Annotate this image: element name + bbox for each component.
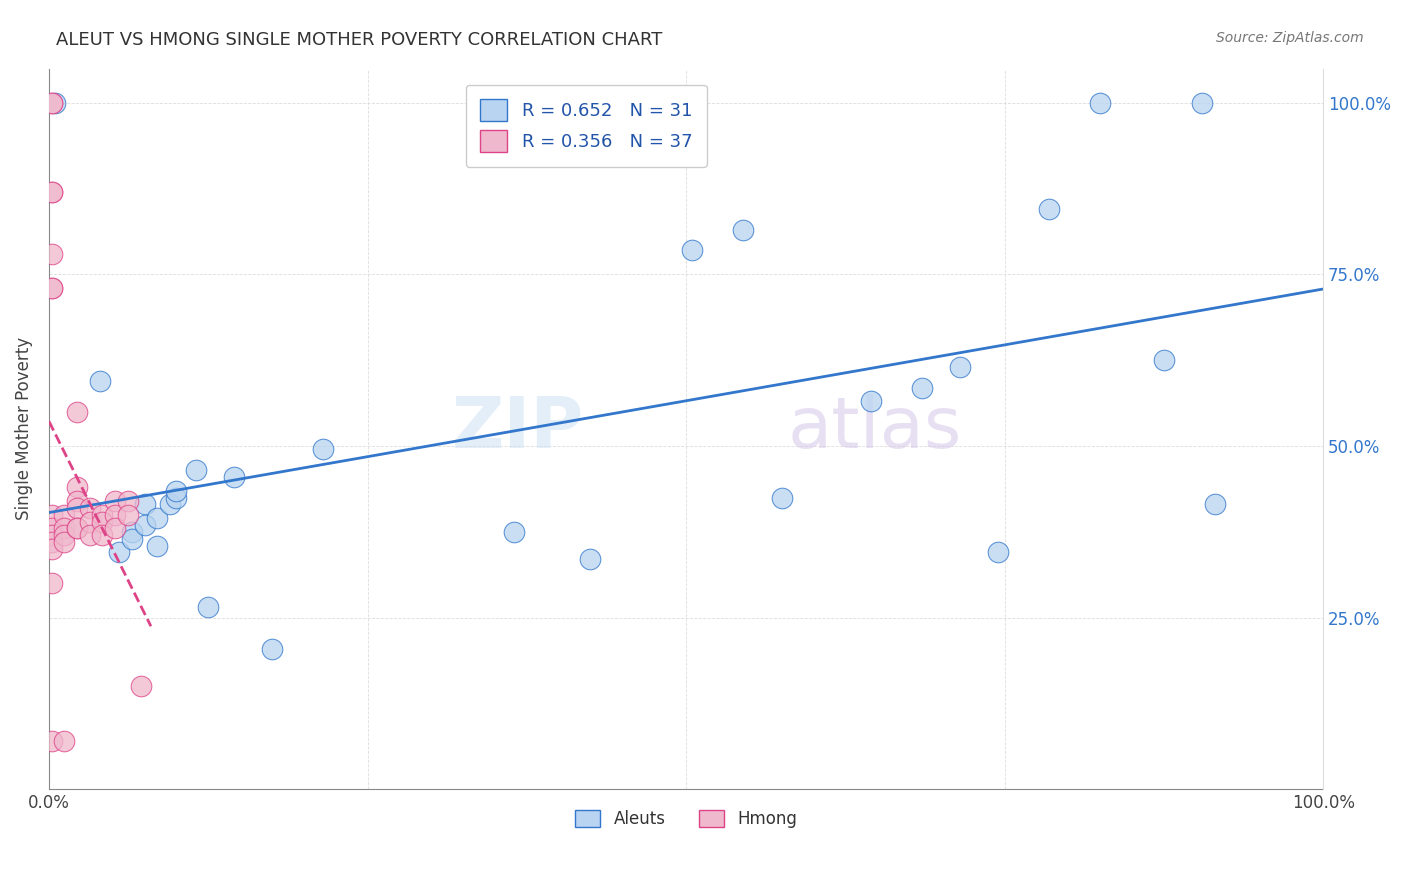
Point bbox=[79, 515, 101, 529]
Point bbox=[222, 470, 245, 484]
Point bbox=[104, 508, 127, 522]
Point bbox=[129, 679, 152, 693]
Point bbox=[681, 244, 703, 258]
Point bbox=[41, 95, 63, 110]
Point bbox=[260, 641, 283, 656]
Legend: Aleuts, Hmong: Aleuts, Hmong bbox=[568, 804, 804, 835]
Point bbox=[89, 374, 111, 388]
Point bbox=[184, 463, 207, 477]
Point bbox=[53, 734, 76, 748]
Point bbox=[41, 185, 63, 199]
Point bbox=[733, 223, 755, 237]
Y-axis label: Single Mother Poverty: Single Mother Poverty bbox=[15, 337, 32, 520]
Point bbox=[41, 247, 63, 261]
Point bbox=[53, 521, 76, 535]
Point bbox=[41, 528, 63, 542]
Point bbox=[41, 95, 63, 110]
Point bbox=[41, 185, 63, 199]
Point bbox=[66, 521, 89, 535]
Point bbox=[41, 281, 63, 295]
Point bbox=[108, 545, 131, 559]
Point bbox=[91, 515, 114, 529]
Point bbox=[41, 281, 63, 295]
Point bbox=[41, 535, 63, 549]
Point bbox=[91, 508, 114, 522]
Point bbox=[117, 508, 139, 522]
Point bbox=[66, 405, 89, 419]
Point bbox=[66, 494, 89, 508]
Point bbox=[66, 500, 89, 515]
Point bbox=[41, 521, 63, 535]
Point bbox=[159, 497, 181, 511]
Point bbox=[41, 576, 63, 591]
Point bbox=[770, 491, 793, 505]
Point bbox=[503, 524, 526, 539]
Point bbox=[165, 491, 187, 505]
Point bbox=[53, 528, 76, 542]
Point bbox=[1204, 497, 1226, 511]
Point bbox=[66, 480, 89, 494]
Point bbox=[134, 497, 156, 511]
Point bbox=[79, 528, 101, 542]
Point bbox=[117, 494, 139, 508]
Point bbox=[165, 483, 187, 498]
Text: ALEUT VS HMONG SINGLE MOTHER POVERTY CORRELATION CHART: ALEUT VS HMONG SINGLE MOTHER POVERTY COR… bbox=[56, 31, 662, 49]
Point bbox=[53, 508, 76, 522]
Point bbox=[1153, 353, 1175, 368]
Text: atlas: atlas bbox=[787, 394, 962, 463]
Point bbox=[312, 442, 335, 457]
Point bbox=[79, 500, 101, 515]
Point bbox=[146, 539, 169, 553]
Text: Source: ZipAtlas.com: Source: ZipAtlas.com bbox=[1216, 31, 1364, 45]
Point bbox=[41, 508, 63, 522]
Point bbox=[121, 524, 143, 539]
Point bbox=[1038, 202, 1060, 217]
Point bbox=[197, 600, 219, 615]
Point bbox=[134, 518, 156, 533]
Point bbox=[949, 360, 972, 375]
Point bbox=[911, 381, 934, 395]
Point bbox=[41, 541, 63, 556]
Point bbox=[44, 95, 66, 110]
Point bbox=[104, 494, 127, 508]
Point bbox=[859, 394, 882, 409]
Point bbox=[987, 545, 1010, 559]
Point bbox=[1191, 95, 1213, 110]
Point bbox=[146, 511, 169, 525]
Point bbox=[41, 734, 63, 748]
Point bbox=[1088, 95, 1111, 110]
Point bbox=[104, 521, 127, 535]
Point bbox=[91, 528, 114, 542]
Point bbox=[121, 532, 143, 546]
Point bbox=[53, 535, 76, 549]
Point bbox=[579, 552, 602, 566]
Text: ZIP: ZIP bbox=[451, 394, 583, 463]
Point bbox=[66, 521, 89, 535]
